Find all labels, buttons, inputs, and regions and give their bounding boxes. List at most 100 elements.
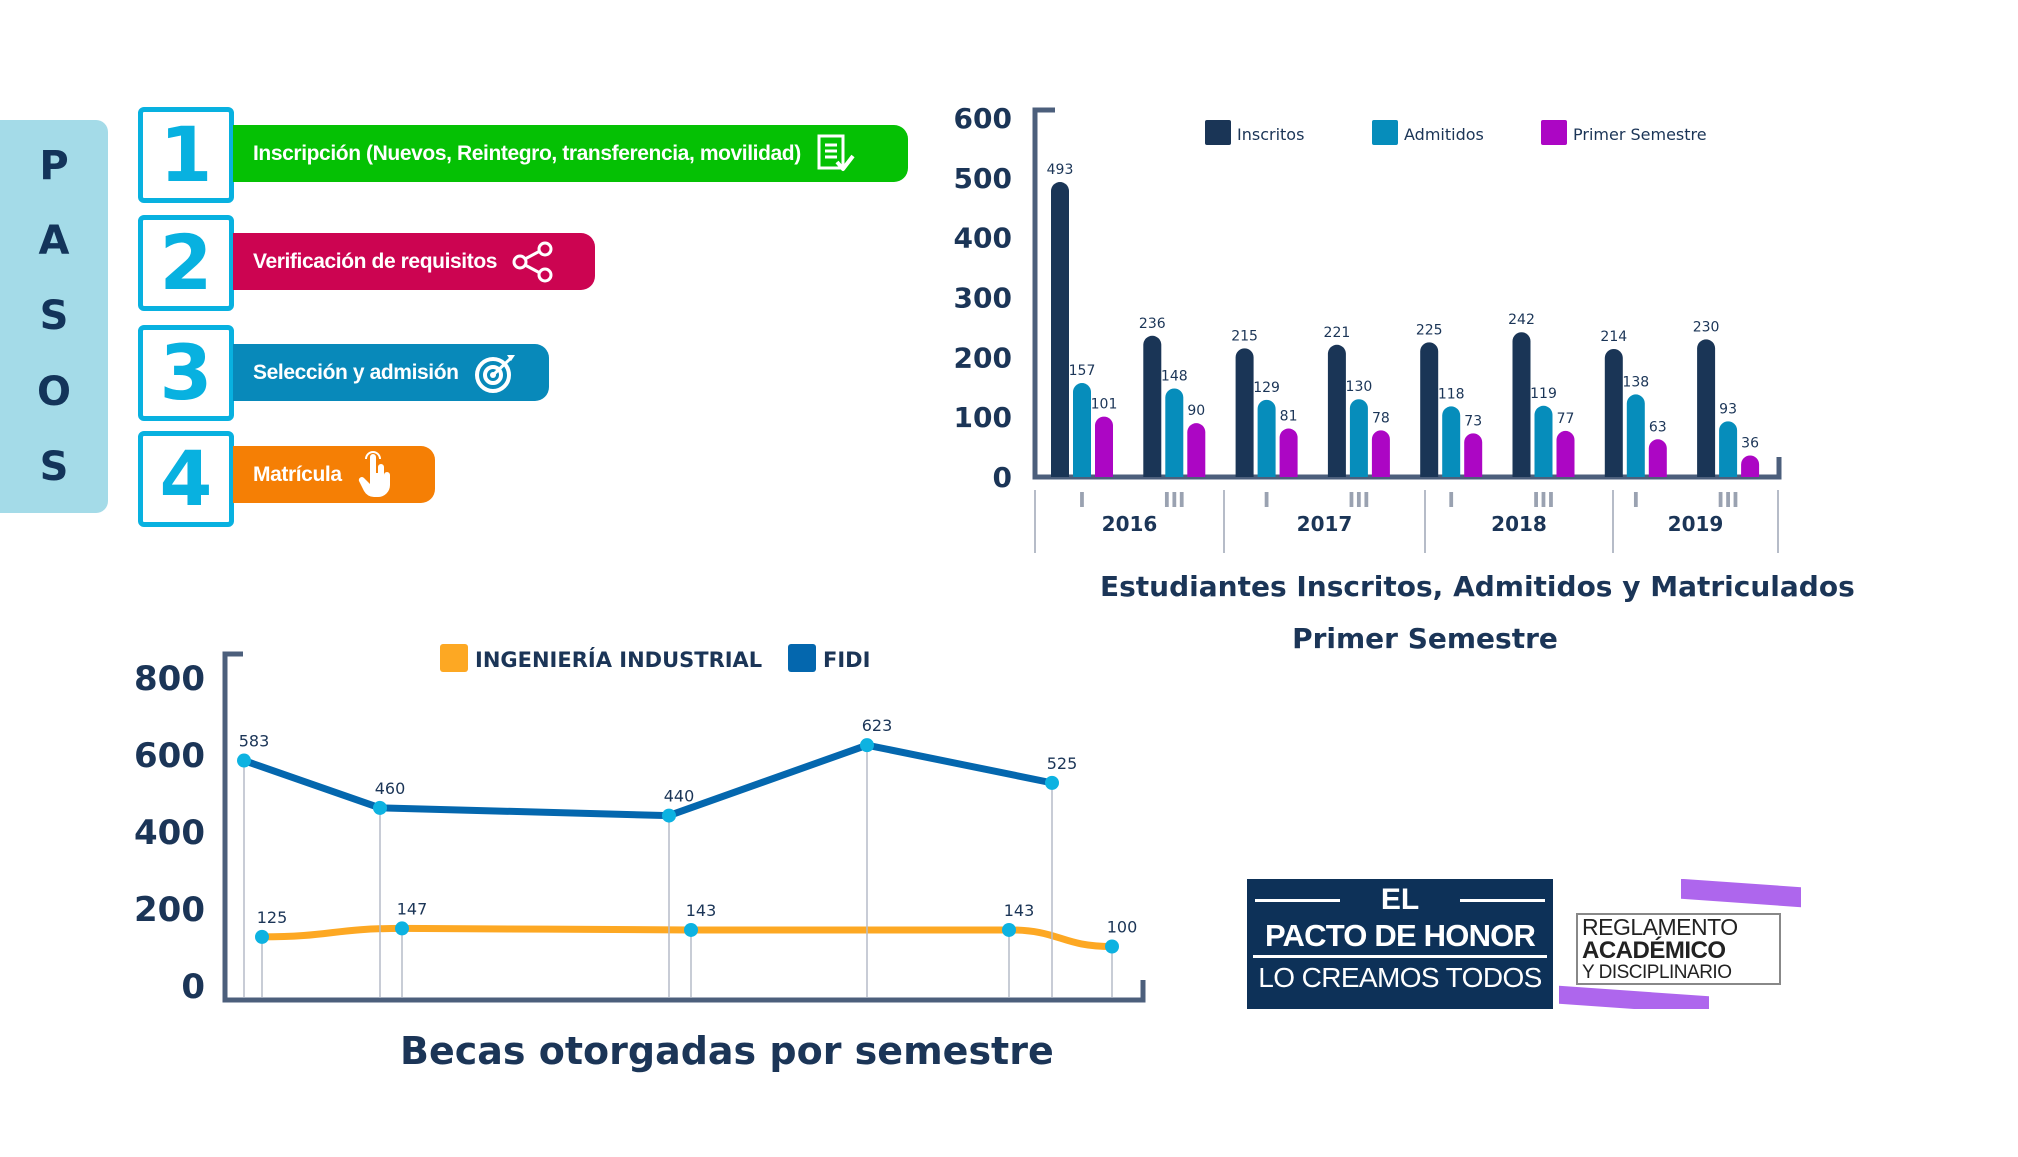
data-point-label: 143: [1004, 901, 1035, 920]
data-point: [1045, 775, 1059, 790]
legend-label: Admitidos: [1404, 125, 1484, 144]
bar-value-label: 148: [1161, 368, 1188, 384]
bar-value-label: 101: [1091, 397, 1118, 413]
reglamento-logo-line2: ACADÉMICO: [1582, 937, 1726, 964]
reglamento-logo: REGLAMENTO ACADÉMICO Y DISCIPLINARIO: [1559, 879, 1801, 1009]
pacto-logo-line2: PACTO DE HONOR: [1253, 917, 1547, 958]
step-4-label: Matrícula: [253, 462, 342, 486]
step-3-label: Selección y admisión: [253, 360, 459, 384]
y-tick-label: 400: [134, 813, 205, 853]
y-tick-label: 300: [954, 282, 1012, 315]
data-point: [1105, 939, 1119, 954]
data-point-label: 623: [862, 716, 893, 735]
bar-admitidos: [1073, 383, 1091, 477]
year-label: 2018: [1491, 512, 1547, 536]
data-point: [684, 922, 698, 937]
data-point-label: 440: [664, 787, 695, 806]
data-point-label: 100: [1107, 918, 1138, 937]
step-number-3: 3: [138, 325, 234, 421]
bar-admitidos: [1257, 399, 1276, 477]
bar-chart-axis: [1032, 107, 1782, 480]
data-point: [255, 929, 269, 944]
bar-admitidos: [1719, 421, 1738, 477]
y-tick-label: 200: [954, 341, 1012, 374]
bar-inscritos: [1327, 344, 1346, 477]
y-tick-label: 600: [134, 736, 205, 776]
bar-value-label: 157: [1069, 363, 1096, 379]
semester-label: III: [1163, 488, 1185, 512]
bar-value-label: 138: [1622, 374, 1649, 390]
data-point-label: 460: [375, 779, 406, 798]
bar-value-label: 118: [1438, 386, 1465, 402]
legend-label: Primer Semestre: [1573, 125, 1707, 144]
bar-admitidos: [1349, 399, 1368, 477]
bar-inscritos: [1604, 348, 1623, 477]
bar-admitidos: [1165, 388, 1184, 477]
bar-value-label: 225: [1416, 322, 1443, 338]
data-point-label: 525: [1047, 754, 1078, 773]
bar-value-label: 90: [1187, 403, 1205, 419]
target-icon: [473, 351, 517, 395]
data-point: [395, 921, 409, 936]
legend-label: INGENIERÍA INDUSTRIAL: [475, 647, 762, 672]
bar-value-label: 63: [1649, 419, 1667, 435]
legend-label: Inscritos: [1237, 125, 1304, 144]
semester-label: III: [1532, 488, 1554, 512]
bar-admitidos: [1442, 406, 1461, 477]
bar-chart: 0 100 200 300 400 500 600 Inscritos Admitidos Pr…: [954, 102, 1782, 553]
bar-primer-semestre: [1371, 430, 1390, 477]
data-point-label: 125: [257, 908, 288, 927]
y-tick-label: 200: [134, 890, 205, 930]
step-number-1: 1: [138, 107, 234, 203]
data-point-label: 583: [239, 732, 270, 751]
pasos-letter: S: [39, 444, 69, 491]
pacto-logo-line1: EL: [1247, 883, 1553, 917]
pasos-letter: O: [36, 368, 71, 415]
data-point: [1002, 922, 1016, 937]
step-number-4: 4: [138, 431, 234, 527]
series-line-fidi: [242, 741, 1053, 820]
bar-inscritos: [1697, 339, 1716, 477]
bar-value-label: 236: [1139, 316, 1166, 332]
step-3-bar: Selección y admisión: [233, 344, 549, 401]
semester-label: III: [1348, 488, 1370, 512]
legend-swatch-ingenieria-industrial: [440, 644, 468, 672]
year-label: 2017: [1297, 512, 1353, 536]
step-number-2: 2: [138, 215, 234, 311]
year-label: 2019: [1668, 512, 1724, 536]
pasos-panel: P A S O S: [0, 120, 108, 513]
bar-primer-semestre: [1464, 433, 1483, 477]
logo-stripe-decoration: [1559, 985, 1709, 1009]
data-point: [662, 808, 676, 823]
bar-value-label: 93: [1719, 401, 1737, 417]
data-point: [237, 753, 251, 768]
data-point-label: 147: [397, 899, 428, 918]
semester-label: III: [1717, 488, 1739, 512]
bar-chart-subtitle: Primer Semestre: [1292, 622, 1558, 655]
bar-value-label: 214: [1600, 329, 1627, 345]
data-point: [373, 800, 387, 815]
bar-value-label: 215: [1231, 328, 1258, 344]
document-check-icon: [815, 134, 855, 174]
bar-value-label: 78: [1372, 410, 1390, 426]
bar-inscritos: [1235, 348, 1254, 477]
bar-value-label: 77: [1557, 411, 1575, 427]
reglamento-logo-box: REGLAMENTO ACADÉMICO Y DISCIPLINARIO: [1576, 913, 1781, 985]
bar-admitidos: [1534, 405, 1553, 477]
reglamento-logo-line3: Y DISCIPLINARIO: [1582, 962, 1732, 983]
bar-value-label: 81: [1280, 409, 1298, 425]
y-tick-label: 400: [954, 222, 1012, 255]
y-tick-label: 800: [134, 659, 205, 699]
legend-label: FIDI: [823, 648, 870, 672]
data-point-label: 143: [686, 901, 717, 920]
bar-value-label: 493: [1047, 162, 1074, 178]
pasos-letter: S: [39, 293, 69, 340]
step-1-bar: Inscripción (Nuevos, Reintegro, transfer…: [233, 125, 908, 182]
legend-swatch-fidi: [788, 644, 816, 672]
legend-swatch-admitidos: [1372, 120, 1398, 145]
bar-value-label: 230: [1693, 319, 1720, 335]
semester-label: I: [1632, 488, 1639, 512]
bar-primer-semestre: [1648, 439, 1667, 477]
bar-value-label: 130: [1346, 379, 1373, 395]
